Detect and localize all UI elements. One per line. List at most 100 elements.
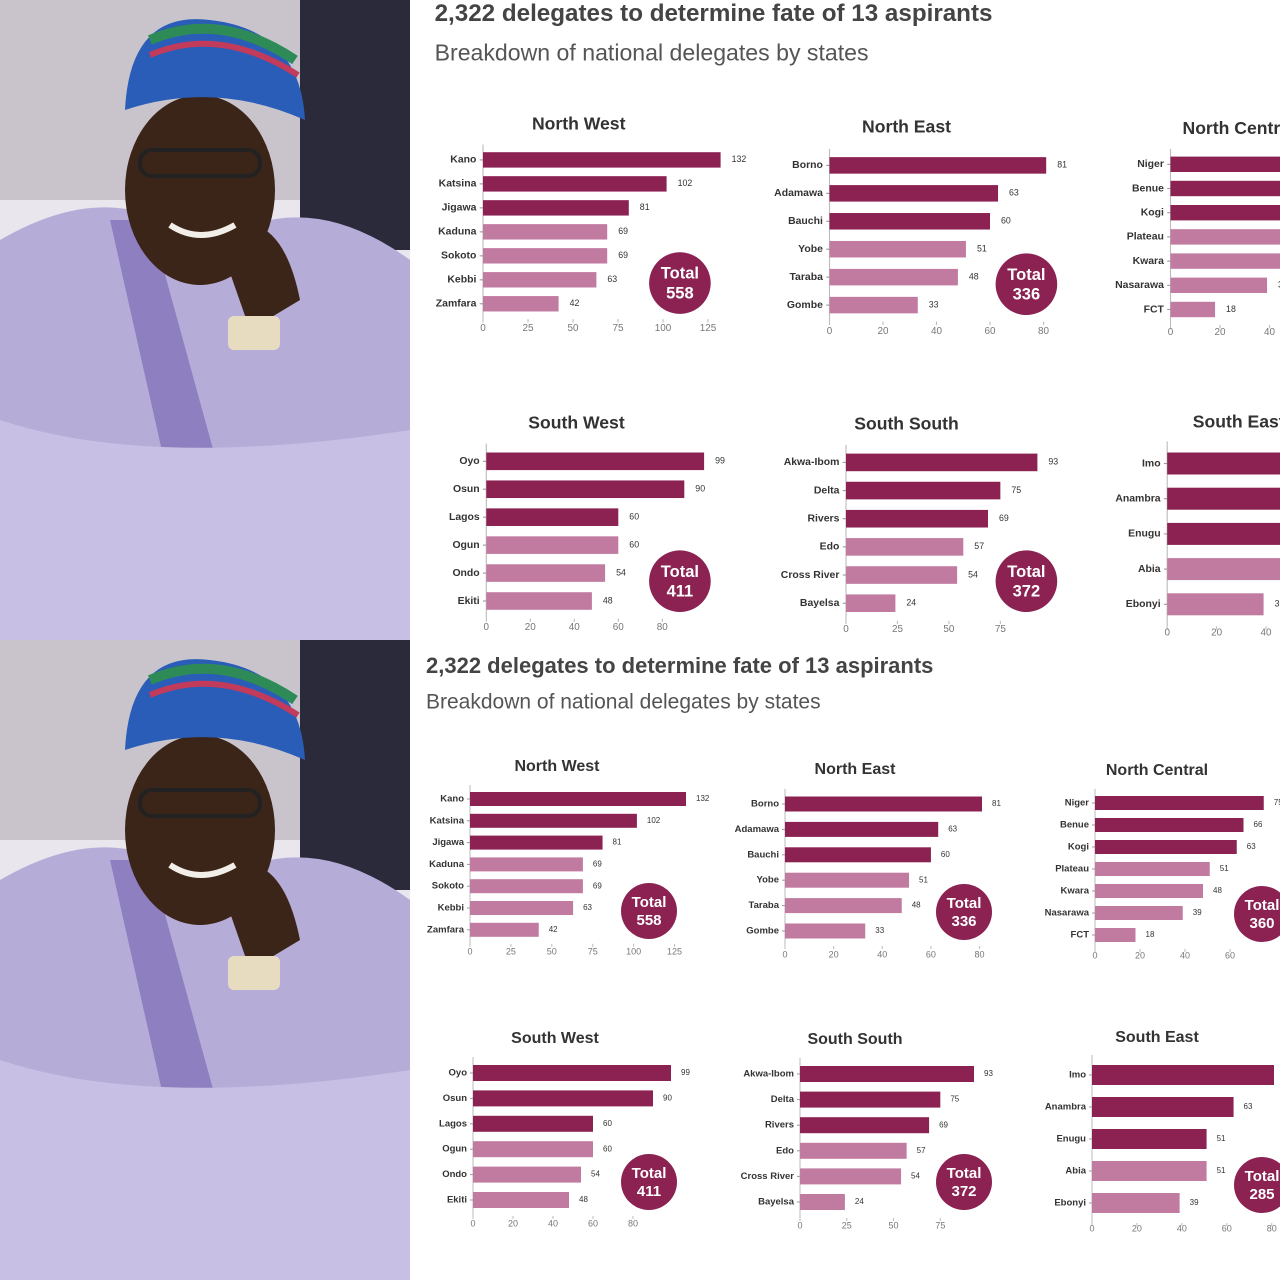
bar — [1095, 796, 1264, 810]
category-label: Abia — [1065, 1166, 1086, 1177]
x-tick-label: 50 — [567, 323, 579, 334]
x-tick-label: 0 — [782, 949, 787, 959]
category-label: Jigawa — [442, 203, 477, 214]
category-label: Nasarawa — [1045, 908, 1090, 919]
bar — [800, 1091, 941, 1108]
total-badge — [936, 1154, 992, 1210]
bar — [1095, 928, 1136, 942]
bar — [829, 185, 999, 202]
value-label: 54 — [911, 1172, 920, 1181]
bar — [1170, 253, 1280, 269]
category-label: Rivers — [807, 513, 839, 524]
bar — [846, 453, 1038, 472]
chart-title: North Central — [1182, 118, 1280, 138]
x-tick-label: 0 — [1092, 950, 1097, 960]
value-label: 51 — [1220, 864, 1229, 873]
total-value: 411 — [667, 583, 694, 601]
bar — [486, 480, 685, 499]
category-label: Delta — [771, 1094, 795, 1105]
value-label: 81 — [992, 799, 1001, 808]
bar — [470, 792, 686, 806]
x-tick-label: 40 — [1177, 1223, 1187, 1233]
category-label: Cross River — [741, 1171, 795, 1182]
total-label: Total — [1245, 897, 1280, 914]
bar — [829, 296, 918, 314]
bar — [1167, 558, 1280, 581]
category-label: Ekiti — [458, 596, 480, 607]
bar — [1170, 229, 1280, 245]
infographic: 2,322 delegates to determine fate of 13 … — [410, 640, 1280, 1280]
value-label: 81 — [1057, 160, 1067, 170]
bar — [800, 1142, 907, 1159]
value-label: 60 — [1001, 216, 1011, 226]
bar — [483, 152, 721, 168]
bar — [800, 1194, 845, 1210]
value-label: 24 — [906, 598, 916, 608]
value-label: 93 — [984, 1069, 993, 1078]
x-tick-label: 40 — [1264, 327, 1276, 338]
x-tick-label: 0 — [470, 1218, 475, 1228]
category-label: Zamfara — [427, 924, 465, 935]
title: 2,322 delegates to determine fate of 13 … — [426, 653, 933, 678]
bar — [1095, 906, 1183, 920]
x-tick-label: 20 — [829, 949, 839, 959]
x-tick-label: 25 — [842, 1220, 852, 1230]
value-label: 57 — [917, 1146, 926, 1155]
x-tick-label: 0 — [484, 622, 490, 633]
value-label: 63 — [948, 825, 957, 834]
category-label: Bauchi — [747, 849, 779, 860]
x-tick-label: 80 — [657, 622, 669, 633]
x-tick-label: 0 — [1089, 1223, 1094, 1233]
bar — [470, 813, 637, 828]
bar — [1092, 1065, 1274, 1085]
total-value: 336 — [951, 913, 976, 930]
total-badge — [995, 253, 1058, 315]
photo — [0, 640, 410, 1280]
category-label: Oyo — [459, 456, 479, 467]
total-label: Total — [661, 563, 699, 581]
category-label: Anambra — [1115, 493, 1160, 504]
category-label: Ebonyi — [1054, 1198, 1086, 1209]
bar — [486, 508, 619, 526]
total-value: 336 — [1013, 286, 1041, 304]
x-tick-label: 25 — [522, 323, 534, 334]
value-label: 60 — [603, 1119, 612, 1128]
total-badge — [936, 884, 992, 940]
bar — [1170, 301, 1216, 318]
value-label: 54 — [616, 567, 626, 577]
category-label: Kano — [440, 794, 464, 805]
value-label: 63 — [1244, 1102, 1253, 1111]
bar — [1092, 1129, 1207, 1149]
value-label: 69 — [999, 513, 1009, 523]
bar — [1092, 1097, 1234, 1117]
value-label: 51 — [977, 244, 987, 254]
x-tick-label: 50 — [889, 1220, 899, 1230]
total-label: Total — [1245, 1168, 1280, 1185]
value-label: 63 — [607, 274, 617, 284]
x-tick-label: 25 — [892, 624, 904, 635]
chart-title: North Central — [1106, 762, 1208, 779]
x-tick-label: 0 — [480, 323, 486, 334]
total-badge — [621, 883, 677, 939]
x-tick-label: 20 — [1211, 628, 1223, 639]
total-label: Total — [947, 1165, 982, 1182]
x-tick-label: 60 — [588, 1218, 598, 1228]
category-label: FCT — [1144, 304, 1165, 315]
category-label: Borno — [792, 160, 823, 171]
bar — [483, 272, 597, 288]
value-label: 18 — [1146, 930, 1155, 939]
bar — [1170, 156, 1280, 172]
value-label: 69 — [593, 860, 602, 869]
subtitle: Breakdown of national delegates by state… — [435, 39, 869, 65]
bar — [473, 1166, 581, 1183]
x-tick-label: 20 — [877, 326, 889, 337]
category-label: Oyo — [449, 1068, 468, 1079]
x-tick-label: 80 — [1267, 1223, 1277, 1233]
bar — [483, 224, 608, 240]
bar — [1167, 593, 1264, 616]
category-label: Yobe — [756, 875, 779, 886]
value-label: 48 — [969, 271, 979, 281]
x-tick-label: 75 — [612, 323, 624, 334]
category-label: Lagos — [449, 512, 480, 523]
category-label: Nasarawa — [1115, 280, 1164, 291]
